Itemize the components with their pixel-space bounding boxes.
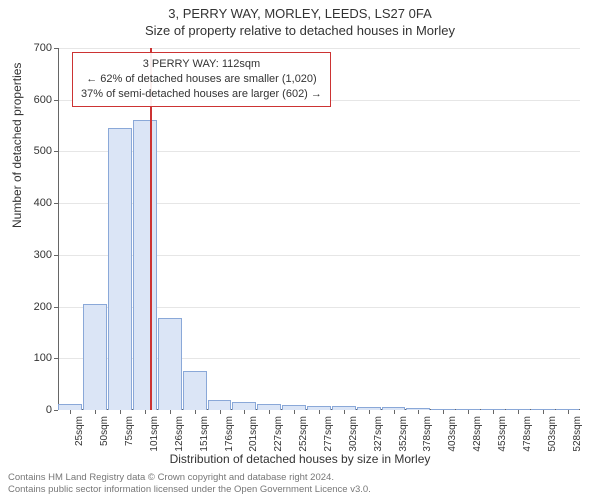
x-tick-mark (145, 410, 146, 414)
callout-line-3: 37% of semi-detached houses are larger (… (81, 87, 322, 102)
histogram-bar (158, 318, 182, 410)
x-tick-mark (543, 410, 544, 414)
x-tick-mark (369, 410, 370, 414)
x-tick-label: 201sqm (248, 416, 259, 452)
x-tick-label: 252sqm (298, 416, 309, 452)
y-tick-label: 700 (34, 42, 52, 54)
x-tick-label: 378sqm (422, 416, 433, 452)
callout-line-1: 3 PERRY WAY: 112sqm (81, 57, 322, 72)
x-tick-mark (394, 410, 395, 414)
y-tick-mark (54, 48, 58, 49)
x-tick-mark (170, 410, 171, 414)
y-tick-mark (54, 203, 58, 204)
x-tick-label: 503sqm (547, 416, 558, 452)
x-tick-mark (244, 410, 245, 414)
y-tick-mark (54, 255, 58, 256)
x-tick-label: 101sqm (149, 416, 160, 452)
x-tick-label: 277sqm (323, 416, 334, 452)
y-tick-label: 400 (34, 197, 52, 209)
callout-box: 3 PERRY WAY: 112sqm ← 62% of detached ho… (72, 52, 331, 107)
x-tick-label: 176sqm (224, 416, 235, 452)
histogram-bar (108, 128, 132, 410)
x-tick-mark (120, 410, 121, 414)
x-tick-mark (493, 410, 494, 414)
x-tick-mark (220, 410, 221, 414)
footer-credits: Contains HM Land Registry data © Crown c… (8, 472, 371, 496)
x-tick-label: 25sqm (74, 416, 85, 446)
x-tick-mark (319, 410, 320, 414)
y-tick-mark (54, 100, 58, 101)
y-tick-label: 0 (46, 404, 52, 416)
page-subtitle: Size of property relative to detached ho… (0, 21, 600, 38)
y-tick-label: 300 (34, 249, 52, 261)
x-tick-mark (95, 410, 96, 414)
x-tick-label: 352sqm (398, 416, 409, 452)
x-tick-label: 528sqm (572, 416, 583, 452)
x-tick-label: 428sqm (472, 416, 483, 452)
footer-line-2: Contains public sector information licen… (8, 484, 371, 496)
histogram-bar (232, 402, 256, 410)
y-tick-label: 200 (34, 301, 52, 313)
y-tick-mark (54, 151, 58, 152)
x-tick-mark (70, 410, 71, 414)
histogram-bar (83, 304, 107, 410)
x-axis-title: Distribution of detached houses by size … (0, 452, 600, 466)
histogram-bar (208, 400, 232, 410)
x-tick-mark (294, 410, 295, 414)
y-axis-title: Number of detached properties (10, 63, 24, 228)
histogram-bar (183, 371, 207, 410)
x-tick-mark (468, 410, 469, 414)
x-tick-mark (518, 410, 519, 414)
y-tick-label: 500 (34, 145, 52, 157)
x-tick-label: 403sqm (447, 416, 458, 452)
x-tick-mark (418, 410, 419, 414)
x-tick-label: 50sqm (99, 416, 110, 446)
x-tick-mark (443, 410, 444, 414)
y-tick-label: 600 (34, 94, 52, 106)
x-tick-label: 75sqm (124, 416, 135, 446)
histogram-bar (133, 120, 157, 410)
x-tick-label: 478sqm (522, 416, 533, 452)
grid-line (58, 48, 580, 49)
x-tick-label: 151sqm (199, 416, 210, 452)
page-title: 3, PERRY WAY, MORLEY, LEEDS, LS27 0FA (0, 0, 600, 21)
footer-line-1: Contains HM Land Registry data © Crown c… (8, 472, 371, 484)
y-axis-line (58, 48, 59, 410)
x-tick-label: 453sqm (497, 416, 508, 452)
y-tick-mark (54, 307, 58, 308)
x-tick-label: 302sqm (348, 416, 359, 452)
x-tick-mark (568, 410, 569, 414)
x-tick-label: 126sqm (174, 416, 185, 452)
y-tick-mark (54, 410, 58, 411)
y-tick-label: 100 (34, 352, 52, 364)
histogram-plot: 010020030040050060070025sqm50sqm75sqm101… (58, 48, 580, 410)
x-tick-mark (195, 410, 196, 414)
y-tick-mark (54, 358, 58, 359)
x-tick-label: 227sqm (273, 416, 284, 452)
x-tick-mark (269, 410, 270, 414)
x-tick-label: 327sqm (373, 416, 384, 452)
x-tick-mark (344, 410, 345, 414)
callout-line-2: ← 62% of detached houses are smaller (1,… (81, 72, 322, 87)
